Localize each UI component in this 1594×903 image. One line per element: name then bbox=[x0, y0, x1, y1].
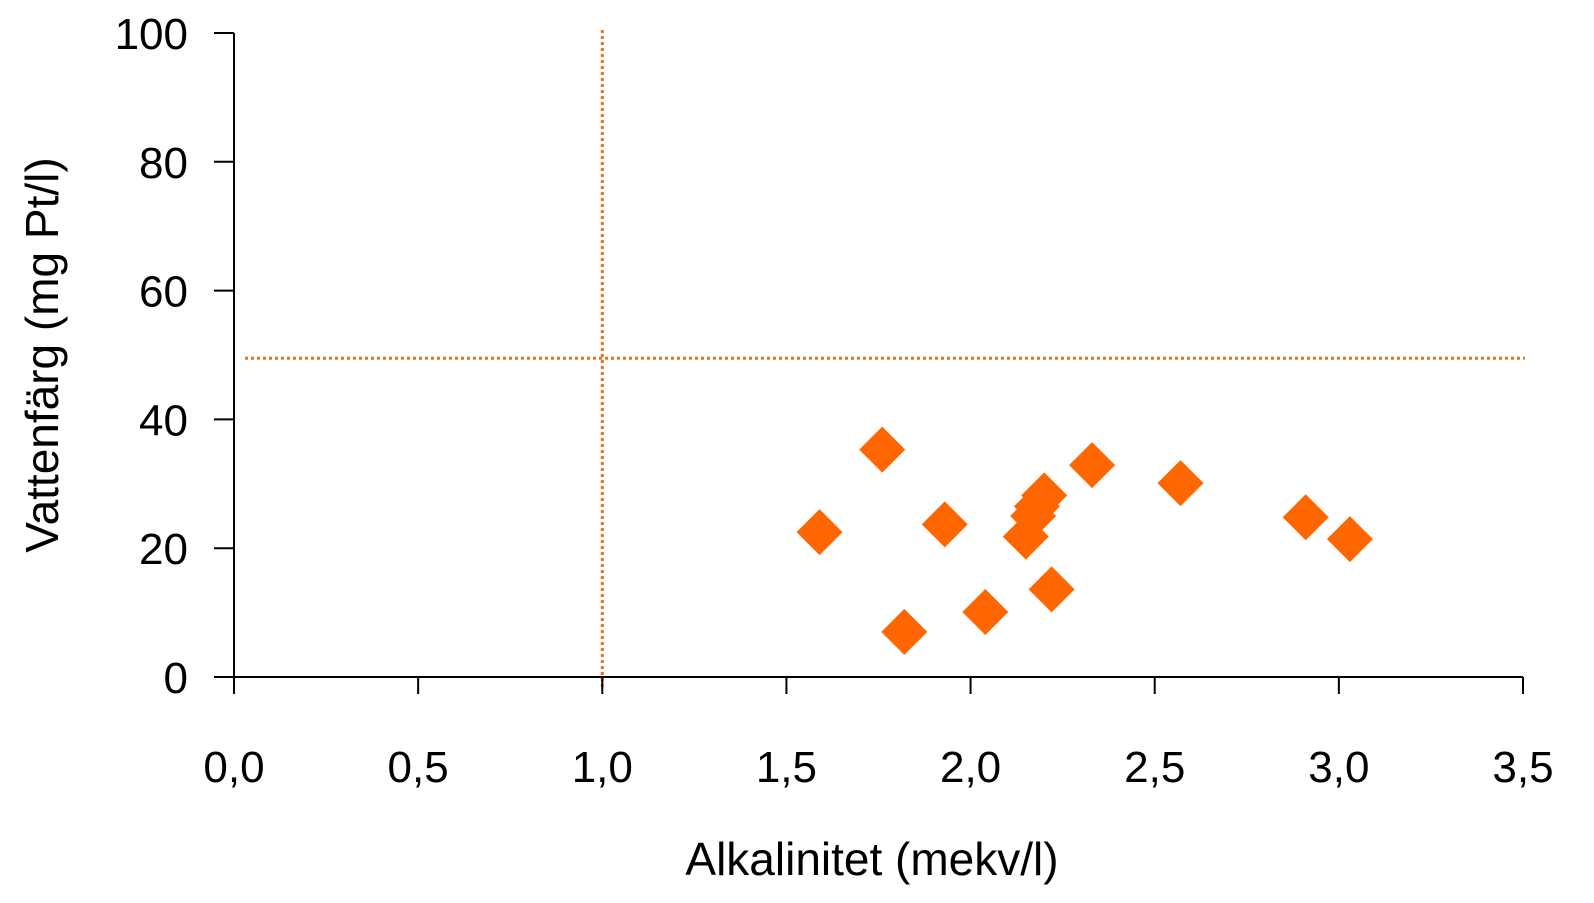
x-axis-title: Alkalinitet (mekv/l) bbox=[685, 833, 1058, 885]
data-point bbox=[1282, 494, 1329, 541]
data-point bbox=[1028, 566, 1075, 613]
x-tick-label: 2,5 bbox=[1124, 743, 1185, 792]
x-tick-label: 1,5 bbox=[756, 743, 817, 792]
y-tick-label: 100 bbox=[115, 10, 188, 59]
reference-lines bbox=[245, 30, 1525, 688]
y-axis-ticks: 0 20 40 60 80 100 bbox=[115, 10, 234, 703]
data-point bbox=[1326, 516, 1373, 563]
x-tick-label: 3,0 bbox=[1308, 743, 1369, 792]
x-tick-label: 1,0 bbox=[572, 743, 633, 792]
data-point bbox=[1157, 460, 1204, 507]
data-point bbox=[796, 509, 843, 556]
y-axis-title: Vattenfärg (mg Pt/l) bbox=[16, 157, 68, 552]
data-point bbox=[859, 426, 906, 473]
axes bbox=[233, 33, 1523, 678]
y-tick-label: 80 bbox=[139, 139, 188, 188]
x-tick-label: 0,5 bbox=[388, 743, 449, 792]
data-point bbox=[921, 501, 968, 548]
data-point bbox=[1021, 472, 1068, 519]
x-tick-label: 0,0 bbox=[203, 743, 264, 792]
y-tick-label: 20 bbox=[139, 525, 188, 574]
y-tick-label: 60 bbox=[139, 268, 188, 317]
data-points bbox=[796, 426, 1373, 655]
x-tick-label: 3,5 bbox=[1492, 743, 1553, 792]
data-point bbox=[1069, 442, 1116, 489]
y-tick-label: 40 bbox=[139, 396, 188, 445]
x-axis-ticks: 0,0 0,5 1,0 1,5 2,0 2,5 3,0 3,5 bbox=[203, 677, 1554, 792]
data-point bbox=[962, 588, 1009, 635]
x-tick-label: 2,0 bbox=[940, 743, 1001, 792]
y-tick-label: 0 bbox=[164, 654, 188, 703]
data-point bbox=[881, 608, 928, 655]
